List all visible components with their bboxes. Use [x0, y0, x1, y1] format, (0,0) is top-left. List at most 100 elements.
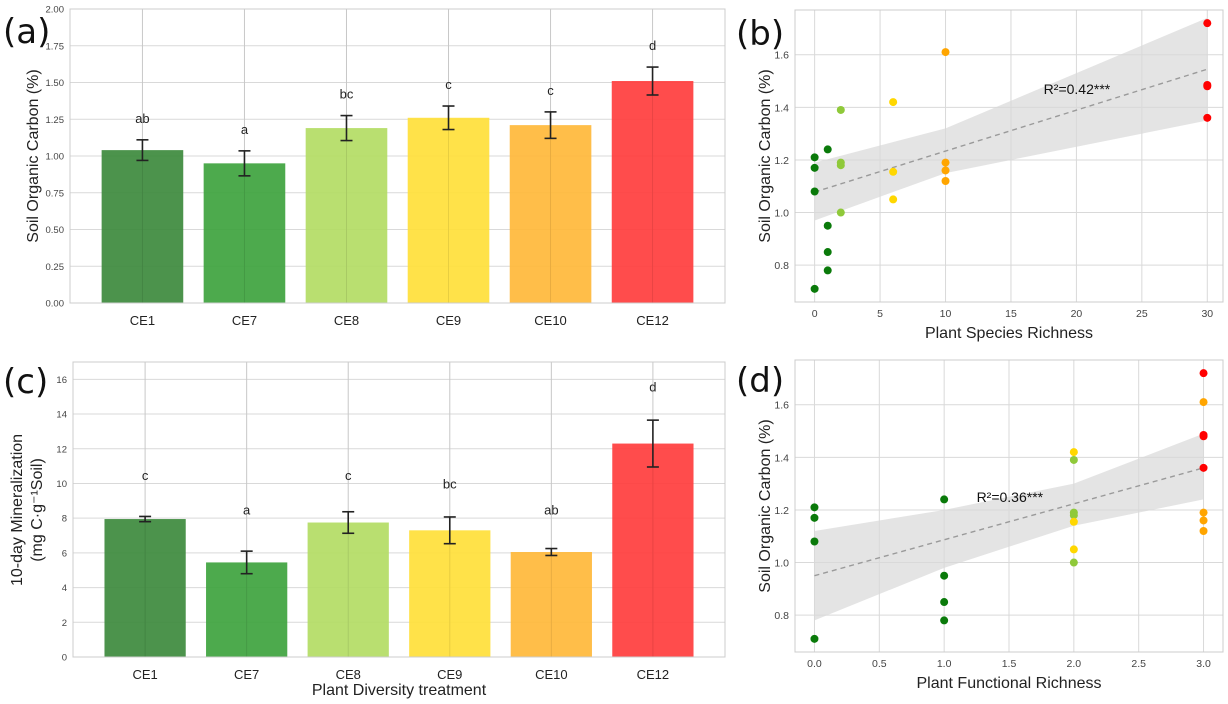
y-tick-label: 1.25 — [46, 115, 65, 126]
data-point-ce7 — [823, 145, 832, 154]
data-point-ce12 — [1199, 369, 1208, 378]
x-tick-label: 25 — [1136, 308, 1148, 320]
panel-label: (c) — [3, 362, 48, 402]
data-point-ce10 — [941, 176, 950, 185]
y-tick-label: 2 — [62, 618, 67, 629]
data-point-ce1 — [810, 153, 819, 162]
y-tick-label: 1.4 — [774, 102, 789, 114]
y-tick-label: 16 — [56, 375, 67, 386]
significance-letter: c — [445, 77, 452, 92]
y-tick-label: 1.0 — [774, 208, 789, 220]
panel-label: (d) — [736, 361, 784, 401]
y-tick-label: 0.75 — [46, 188, 65, 199]
x-category-label: CE1 — [132, 667, 157, 682]
x-category-label: CE9 — [436, 313, 461, 328]
data-point-ce10 — [941, 158, 950, 167]
data-point-ce12 — [1199, 463, 1208, 472]
y-tick-label: 12 — [56, 444, 67, 455]
data-point-ce9 — [1069, 517, 1078, 526]
y-tick-label: 6 — [62, 548, 67, 559]
data-point-ce8 — [836, 161, 845, 170]
y-tick-label: 2.00 — [46, 5, 65, 16]
bar-ce10 — [509, 125, 592, 303]
significance-letter: a — [241, 122, 249, 137]
data-point-ce9 — [1069, 545, 1078, 554]
x-category-label: CE9 — [437, 667, 462, 682]
data-point-ce1 — [810, 187, 819, 196]
bar-ce12 — [611, 81, 694, 303]
significance-letter: c — [547, 83, 554, 98]
significance-letter: ab — [135, 111, 149, 126]
data-point-ce7 — [940, 616, 949, 625]
bar-ce12 — [612, 443, 694, 657]
data-point-ce8 — [1069, 455, 1078, 464]
regression-line — [814, 467, 1204, 577]
data-point-ce7 — [940, 598, 949, 607]
plot-frame — [794, 9, 1224, 303]
data-point-ce1 — [810, 503, 819, 512]
panel-a-soc-bar-chart: 0.00 0.25 0.50 0.75 1.00 1.25 1.50 1.75 2.00 ab CE… — [3, 5, 726, 328]
confidence-band — [814, 17, 1208, 221]
y-axis-label: Soil Organic Carbon (%) — [25, 69, 42, 242]
data-point-ce9 — [889, 195, 898, 204]
x-tick-label: 10 — [940, 308, 952, 320]
x-category-label: CE7 — [232, 313, 257, 328]
y-tick-label: 1.75 — [46, 41, 65, 52]
bar-ce8 — [305, 128, 388, 303]
x-category-label: CE7 — [234, 667, 259, 682]
x-category-label: CE8 — [334, 313, 359, 328]
x-tick-label: 0 — [812, 308, 818, 320]
x-tick-label: 1.0 — [937, 658, 952, 670]
data-point-ce12 — [1203, 82, 1212, 91]
data-point-ce10 — [1199, 526, 1208, 535]
panel-label: (a) — [3, 12, 50, 52]
data-point-ce8 — [1069, 511, 1078, 520]
bar-ce1 — [101, 150, 184, 303]
plot-frame — [69, 8, 726, 304]
y-tick-label: 1.50 — [46, 78, 65, 89]
data-point-ce10 — [941, 166, 950, 175]
data-point-ce12 — [1203, 19, 1212, 28]
bar-ce9 — [407, 117, 490, 303]
confidence-band — [814, 433, 1204, 621]
y-tick-label: 1.00 — [46, 152, 65, 163]
x-category-label: CE12 — [636, 313, 669, 328]
y-axis-label: Soil Organic Carbon (%) — [757, 69, 774, 242]
significance-letter: ab — [544, 503, 558, 518]
y-tick-label: 0.8 — [774, 610, 789, 622]
data-point-ce7 — [823, 221, 832, 230]
panel-label: (b) — [736, 14, 784, 54]
r-squared-annotation: R²=0.36*** — [977, 489, 1044, 505]
plot-frame — [794, 359, 1224, 653]
data-point-ce1 — [810, 284, 819, 293]
x-category-label: CE10 — [535, 667, 568, 682]
plot-frame — [72, 361, 726, 658]
data-point-ce7 — [940, 495, 949, 504]
significance-letter: c — [142, 468, 149, 483]
data-point-ce1 — [810, 163, 819, 172]
data-point-ce12 — [1199, 432, 1208, 441]
y-tick-label: 0.25 — [46, 262, 65, 273]
x-category-label: CE8 — [336, 667, 361, 682]
significance-letter: d — [649, 38, 656, 53]
data-point-ce9 — [1069, 448, 1078, 457]
x-axis-label: Plant Species Richness — [925, 325, 1093, 342]
y-tick-label: 1.6 — [774, 400, 789, 412]
data-point-ce9 — [889, 98, 898, 107]
x-tick-label: 5 — [877, 308, 883, 320]
bar-ce8 — [307, 522, 389, 657]
data-point-ce10 — [1199, 398, 1208, 407]
bar-ce9 — [409, 530, 491, 657]
y-axis-label: Soil Organic Carbon (%) — [757, 419, 774, 592]
data-point-ce9 — [889, 167, 898, 176]
data-point-ce8 — [836, 208, 845, 217]
x-axis-label: Plant Functional Richness — [917, 675, 1102, 692]
data-point-ce10 — [1199, 508, 1208, 517]
significance-letter: bc — [340, 87, 354, 102]
significance-letter: d — [649, 380, 656, 395]
data-point-ce8 — [836, 105, 845, 114]
y-tick-label: 0.8 — [774, 260, 789, 272]
significance-letter: c — [345, 468, 352, 483]
x-axis-label: Plant Diversity treatment — [312, 682, 487, 699]
y-axis-label-units: (mg C·g⁻¹Soil) — [29, 458, 46, 562]
